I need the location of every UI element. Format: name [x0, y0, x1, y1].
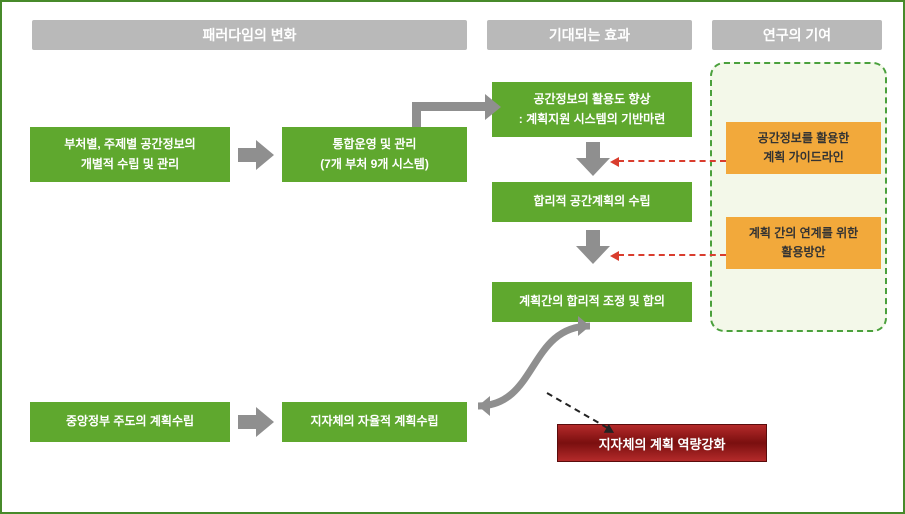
contrib-guideline-l1: 공간정보를 활용한	[758, 129, 850, 148]
box-individual-info: 부처별, 주제별 공간정보의 개별적 수립 및 관리	[30, 127, 230, 182]
box-rational-plan: 합리적 공간계획의 수립	[492, 182, 692, 222]
box-utilization: 공간정보의 활용도 향상 : 계획지원 시스템의 기반마련	[492, 82, 692, 137]
arrow-right-1	[238, 140, 274, 170]
contrib-utilplan-l1: 계획 간의 연계를 위한	[749, 224, 858, 243]
dashed-red-1	[618, 160, 726, 162]
contrib-guideline: 공간정보를 활용한 계획 가이드라인	[726, 122, 881, 174]
box-integrated-ops: 통합운영 및 관리 (7개 부처 9개 시스템)	[282, 127, 467, 182]
header-paradigm-label: 패러다임의 변화	[202, 27, 296, 43]
box-local-gov: 지자체의 자율적 계획수립	[282, 402, 467, 442]
box-local-gov-l1: 지자체의 자율적 계획수립	[310, 412, 438, 431]
box-utilization-l1: 공간정보의 활용도 향상	[533, 90, 650, 109]
contrib-utilplan-l2: 활용방안	[781, 243, 825, 262]
arrow-right-2	[238, 407, 274, 437]
box-central-gov-l1: 중앙정부 주도의 계획수립	[66, 412, 194, 431]
box-capacity-label: 지자체의 계획 역량강화	[599, 434, 726, 453]
s-curve-connector	[468, 318, 600, 414]
box-adjustment: 계획간의 합리적 조정 및 합의	[492, 282, 692, 322]
diagram-canvas: 패러다임의 변화 기대되는 효과 연구의 기여 부처별, 주제별 공간정보의 개…	[0, 0, 905, 514]
box-individual-info-l2: 개별적 수립 및 관리	[81, 155, 179, 174]
box-integrated-ops-l1: 통합운영 및 관리	[333, 135, 417, 154]
arrow-down-1	[576, 142, 610, 176]
box-integrated-ops-l2: (7개 부처 9개 시스템)	[320, 155, 429, 174]
dashed-red-2	[618, 254, 726, 256]
box-individual-info-l1: 부처별, 주제별 공간정보의	[64, 135, 195, 154]
box-utilization-l2: : 계획지원 시스템의 기반마련	[519, 110, 665, 129]
elbow-connector	[412, 102, 487, 127]
arrow-down-2	[576, 230, 610, 264]
box-rational-plan-l1: 합리적 공간계획의 수립	[533, 192, 650, 211]
box-central-gov: 중앙정부 주도의 계획수립	[30, 402, 230, 442]
header-effect: 기대되는 효과	[487, 20, 692, 50]
contrib-guideline-l2: 계획 가이드라인	[763, 148, 844, 167]
contrib-utilplan: 계획 간의 연계를 위한 활용방안	[726, 217, 881, 269]
header-contrib: 연구의 기여	[712, 20, 882, 50]
header-effect-label: 기대되는 효과	[549, 27, 630, 43]
box-adjustment-l1: 계획간의 합리적 조정 및 합의	[519, 292, 665, 311]
header-contrib-label: 연구의 기여	[763, 27, 831, 43]
contribution-frame	[710, 62, 887, 332]
header-paradigm: 패러다임의 변화	[32, 20, 467, 50]
box-capacity: 지자체의 계획 역량강화	[557, 424, 767, 462]
